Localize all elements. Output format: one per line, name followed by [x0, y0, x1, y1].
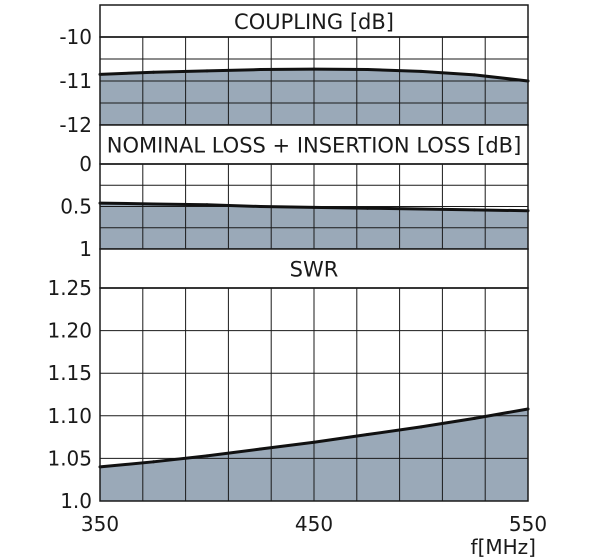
panel-title: NOMINAL LOSS + INSERTION LOSS [dB] — [107, 134, 522, 158]
panel-title: COUPLING [dB] — [234, 10, 394, 34]
panel-header — [99, 4, 529, 38]
y-tick-label: 1.10 — [47, 404, 92, 428]
data-point — [473, 73, 476, 77]
plot-border — [99, 287, 529, 502]
data-point — [259, 205, 262, 208]
x-axis-label: f[MHz] — [471, 535, 536, 559]
y-tick-label: 1.15 — [47, 361, 92, 385]
data-point — [312, 67, 316, 71]
data-point — [473, 208, 476, 212]
y-tick-label: 0 — [79, 152, 92, 176]
data-point — [152, 70, 155, 74]
data-point — [205, 454, 209, 458]
data-point — [205, 203, 209, 207]
data-point — [366, 68, 369, 72]
x-tick-label: 350 — [81, 512, 119, 536]
y-tick-label: 0.5 — [60, 195, 92, 219]
data-point — [259, 447, 262, 451]
y-tick-label: 1.05 — [47, 446, 92, 470]
data-point — [366, 433, 369, 437]
y-tick-label: 1.25 — [47, 276, 92, 300]
panel-3: SWR 1.25 1.20 1.15 1.10 1.05 1.0 — [47, 248, 530, 513]
data-point — [473, 416, 476, 420]
y-tick-label: -12 — [59, 113, 92, 137]
panel-1: COUPLING [dB] -10 -11 -12 — [59, 4, 530, 137]
x-tick-label: 550 — [509, 512, 547, 536]
y-tick-label: 1.0 — [60, 489, 92, 513]
data-point — [205, 69, 209, 73]
y-tick-label: -10 — [59, 25, 92, 49]
panel-title: SWR — [290, 258, 339, 282]
data-point — [419, 425, 423, 429]
panel-2: NOMINAL LOSS + INSERTION LOSS [dB] 0 0.5 1 — [60, 124, 530, 261]
x-tick-label: 450 — [295, 512, 333, 536]
y-tick-label: -11 — [59, 69, 92, 93]
data-point — [312, 205, 316, 209]
data-point — [152, 202, 155, 206]
panel-header — [99, 124, 529, 165]
data-point — [419, 207, 423, 211]
data-point — [366, 206, 369, 210]
data-point — [259, 68, 262, 72]
data-point — [152, 460, 155, 464]
panel-header — [99, 248, 529, 289]
data-point — [419, 69, 423, 73]
y-tick-label: 1 — [79, 237, 92, 261]
y-tick-label: 1.20 — [47, 319, 92, 343]
data-point — [312, 440, 316, 444]
